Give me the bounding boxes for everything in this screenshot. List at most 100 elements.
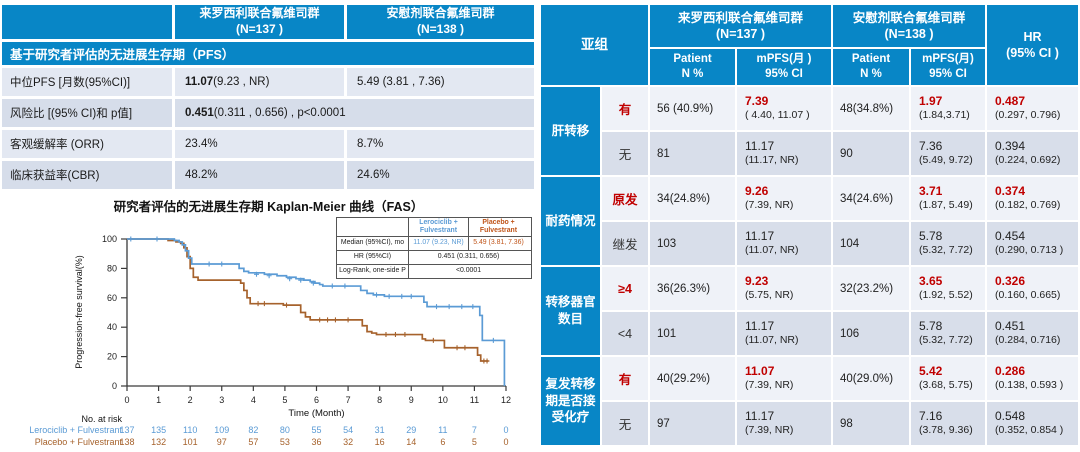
- patient-n-cell-arm1: 81: [650, 132, 735, 175]
- km-x-tick-label: 3: [219, 395, 224, 405]
- patient-n-cell-arm2: 106: [833, 312, 909, 355]
- risk-count: 101: [183, 437, 198, 447]
- subgroup-arm2-n: (N=138 ): [884, 27, 934, 41]
- legend-row-label: HR (95%CI): [353, 253, 392, 261]
- legend-span-value: 0.451 (0.311, 0.656): [408, 250, 528, 264]
- patient-n-cell-arm1: 34(24.8%): [650, 177, 735, 220]
- subgroup-table: 亚组 来罗西利联合氟维司群 (N=137 ) 安慰剂联合氟维司群 (N=138 …: [541, 5, 1078, 445]
- patient-n-cell-arm1: 97: [650, 402, 735, 445]
- arm2-name: 安慰剂联合氟维司群: [386, 6, 495, 21]
- mpfs-ci: (3.68, 5.75): [919, 379, 973, 392]
- mpfs-ci: (11.07, NR): [745, 244, 799, 257]
- km-y-tick-label: 20: [107, 352, 117, 362]
- mpfs-ci: (5.49, 9.72): [919, 154, 973, 167]
- legend-corner-cell: [337, 218, 408, 236]
- km-y-tick-label: 40: [107, 322, 117, 332]
- risk-count: 14: [406, 437, 416, 447]
- mpfs-ci: (7.39, NR): [745, 199, 794, 212]
- subgroup-arm2-name: 安慰剂联合氟维司群: [852, 10, 966, 25]
- arm1-name: 来罗西利联合氟维司群: [199, 6, 320, 21]
- patient-n-cell-arm1: 40(29.2%): [650, 357, 735, 400]
- hr-ci: (0.224, 0.692): [995, 154, 1061, 167]
- legend-row-label: Median (95%CI), mo: [340, 239, 405, 247]
- km-curve-placebo: [127, 238, 489, 362]
- mpfs-ci: (5.32, 7.72): [919, 334, 973, 347]
- subgroup-label-cell: 无: [602, 132, 648, 175]
- subgroup-arm1-name: 来罗西利联合氟维司群: [677, 10, 803, 25]
- mpfs-cell-arm1: 7.39( 4.40, 11.07 ): [737, 87, 831, 130]
- km-x-tick-label: 9: [409, 395, 414, 405]
- mpfs-value: 3.71: [919, 183, 943, 198]
- patient-n-cell-arm1: 56 (40.9%): [650, 87, 735, 130]
- mpfs-cell-arm2: 3.71 (1.87, 5.49): [911, 177, 985, 220]
- mpfs-value: 7.36: [919, 138, 943, 153]
- risk-count: 135: [151, 425, 166, 435]
- subgroup-category-cell: 复发转移期是否接受化疗: [541, 357, 600, 445]
- risk-count: 0: [503, 437, 508, 447]
- mpfs-ci: (1.87, 5.49): [919, 199, 973, 212]
- mpfs-cell-arm1: 9.23 (5.75, NR): [737, 267, 831, 310]
- hr-cell: 0.548 (0.352, 0.854 ): [987, 402, 1078, 445]
- pfs-summary-panel: 来罗西利联合氟维司群 (N=137 ) 安慰剂联合氟维司群 (N=138 ) 基…: [0, 0, 537, 452]
- summary-value-cell-arm1: 11.07 (9.23 , NR): [175, 68, 344, 96]
- mpfs-value: 5.78: [919, 228, 943, 243]
- summary-label-cell: 临床获益率(CBR): [2, 161, 172, 189]
- hr-cell: 0.326 (0.160, 0.665): [987, 267, 1078, 310]
- legend-arm1-header: Lerociclib + Fulvestrant: [408, 218, 468, 236]
- mpfs-cell-arm2: 7.36 (5.49, 9.72): [911, 132, 985, 175]
- risk-count: 82: [248, 425, 258, 435]
- patient-subheader-2: Patient N %: [833, 49, 909, 85]
- hr-cell: 0.451 (0.284, 0.716): [987, 312, 1078, 355]
- risk-count: 7: [472, 425, 477, 435]
- hr-value: 0.548: [995, 408, 1026, 423]
- hr-cell: 0.454 (0.290, 0.713 ): [987, 222, 1078, 265]
- patient-n-cell-arm2: 104: [833, 222, 909, 265]
- legend-arm2-value: 5.49 (3.81, 7.36): [468, 236, 528, 250]
- hr-label: HR: [1023, 29, 1042, 44]
- patient-n-cell-arm2: 98: [833, 402, 909, 445]
- km-x-tick-label: 0: [124, 395, 129, 405]
- summary-label-cell: 风险比 [(95% CI)和 p值]: [2, 99, 172, 127]
- summary-value-cell-arm2: 24.6%: [347, 161, 534, 189]
- hr-ci: (0.284, 0.716): [995, 334, 1061, 347]
- risk-count: 138: [119, 437, 134, 447]
- mpfs-value: 7.16: [919, 408, 943, 423]
- risk-count: 5: [472, 437, 477, 447]
- summary-span-value-cell: 0.451 (0.311 , 0.656) , p<0.0001: [175, 99, 534, 127]
- hr-value: 0.286: [995, 363, 1026, 378]
- summary-value-cell-arm1: 48.2%: [175, 161, 344, 189]
- mpfs-ci: (7.39, NR): [745, 379, 794, 392]
- mpfs-ci: (5.75, NR): [745, 289, 794, 302]
- km-x-tick-label: 10: [438, 395, 448, 405]
- mpfs-value: 9.26: [745, 183, 769, 198]
- risk-count: 6: [440, 437, 445, 447]
- summary-value-cell-arm2: 5.49 (3.81 , 7.36): [347, 68, 534, 96]
- risk-count: 97: [217, 437, 227, 447]
- risk-count: 109: [214, 425, 229, 435]
- subgroup-label-cell: 继发: [602, 222, 648, 265]
- km-x-axis-label: Time (Month): [288, 408, 344, 419]
- hr-column-header: HR (95% CI ): [987, 5, 1078, 85]
- mpfs-cell-arm1: 9.26 (7.39, NR): [737, 177, 831, 220]
- mpfs-ci: (5.32, 7.72): [919, 244, 973, 257]
- mpfs-value: 7.39: [745, 93, 769, 108]
- hr-cell: 0.487 (0.297, 0.796): [987, 87, 1078, 130]
- mpfs-cell-arm1: 11.17 (11.17, NR): [737, 132, 831, 175]
- risk-row-label: Placebo + Fulvestrant: [35, 437, 123, 447]
- km-y-tick-label: 80: [107, 263, 117, 273]
- hr-cell: 0.374 (0.182, 0.769): [987, 177, 1078, 220]
- hr-ci-label: (95% CI ): [1006, 46, 1059, 60]
- mpfs-value: 3.65: [919, 273, 943, 288]
- km-y-tick-label: 60: [107, 293, 117, 303]
- risk-count: 132: [151, 437, 166, 447]
- subgroup-label-cell: 有: [602, 357, 648, 400]
- risk-count: 53: [280, 437, 290, 447]
- subgroup-arm1-header: 来罗西利联合氟维司群 (N=137 ): [650, 5, 831, 47]
- mpfs-ci: (1.92, 5.52): [919, 289, 973, 302]
- risk-row-label: Lerociclib + Fulvestrant: [29, 425, 122, 435]
- subgroup-category-cell: 肝转移: [541, 87, 600, 175]
- mpfs-cell-arm2: 7.16 (3.78, 9.36): [911, 402, 985, 445]
- km-x-tick-label: 12: [501, 395, 511, 405]
